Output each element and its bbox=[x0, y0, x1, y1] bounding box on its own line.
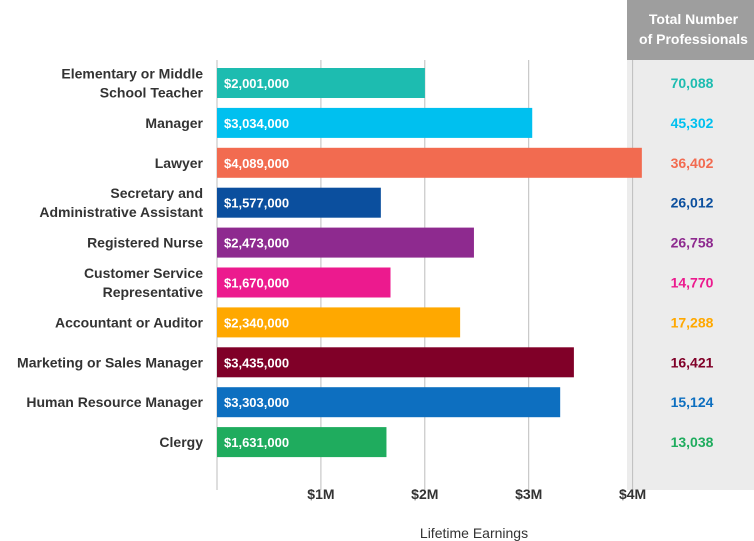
bar bbox=[217, 187, 381, 218]
bar bbox=[217, 147, 642, 178]
x-tick-labels: $1M $2M $3M $4M bbox=[307, 486, 646, 502]
bar bbox=[217, 267, 391, 298]
category-labels: Elementary or Middle School Teacher Manage… bbox=[17, 66, 204, 451]
x-tick-label: $2M bbox=[411, 486, 438, 502]
bar-value-label: $1,631,000 bbox=[224, 435, 289, 450]
bar-value-label: $4,089,000 bbox=[224, 156, 289, 171]
category-label: Lawyer bbox=[155, 155, 204, 171]
category-label: Clergy bbox=[159, 434, 203, 450]
bar bbox=[217, 68, 425, 98]
x-tick-label: $3M bbox=[515, 486, 542, 502]
column-header-text: Total Number bbox=[649, 11, 739, 27]
bar bbox=[217, 307, 461, 338]
bar-value-label: $3,034,000 bbox=[224, 116, 289, 131]
professionals-count: 26,758 bbox=[671, 235, 714, 251]
category-label: Accountant or Auditor bbox=[55, 314, 204, 330]
bar-value-label: $3,435,000 bbox=[224, 355, 289, 370]
professionals-count: 36,402 bbox=[671, 155, 714, 171]
category-label: Administrative Assistant bbox=[39, 204, 203, 220]
bar bbox=[217, 347, 574, 378]
category-label: School Teacher bbox=[100, 85, 204, 101]
professionals-count: 26,012 bbox=[671, 195, 714, 211]
category-label: Representative bbox=[103, 284, 204, 300]
category-label: Customer Service bbox=[84, 265, 203, 281]
bar-value-label: $1,577,000 bbox=[224, 196, 289, 211]
x-axis-title: Lifetime Earnings bbox=[420, 525, 528, 541]
professionals-count: 13,038 bbox=[671, 434, 714, 450]
column-header-bg bbox=[627, 0, 754, 60]
x-tick-label: $4M bbox=[619, 486, 646, 502]
professionals-count: 14,770 bbox=[671, 275, 714, 291]
column-body-bg bbox=[627, 60, 754, 490]
bar bbox=[217, 227, 474, 258]
bar-value-label: $2,001,000 bbox=[224, 76, 289, 91]
x-tick-label: $1M bbox=[307, 486, 334, 502]
professionals-count: 15,124 bbox=[671, 394, 714, 410]
category-label: Manager bbox=[145, 115, 203, 131]
bars: $2,001,000 70,088 $3,034,000 45,302 $4,089,0… bbox=[217, 68, 714, 458]
bar-value-label: $2,340,000 bbox=[224, 315, 289, 330]
professionals-column: Total Number of Professionals bbox=[627, 0, 754, 490]
bar bbox=[217, 107, 533, 138]
column-header-text: of Professionals bbox=[639, 31, 748, 47]
bar-value-label: $1,670,000 bbox=[224, 276, 289, 291]
category-label: Marketing or Sales Manager bbox=[17, 354, 204, 370]
bar bbox=[217, 427, 387, 458]
bar-value-label: $2,473,000 bbox=[224, 236, 289, 251]
category-label: Secretary and bbox=[110, 185, 203, 201]
bar-value-label: $3,303,000 bbox=[224, 395, 289, 410]
professionals-count: 45,302 bbox=[671, 115, 714, 131]
category-label: Registered Nurse bbox=[87, 235, 203, 251]
professionals-count: 16,421 bbox=[671, 354, 714, 370]
bar bbox=[217, 387, 561, 418]
professionals-count: 17,288 bbox=[671, 314, 714, 330]
professionals-count: 70,088 bbox=[671, 75, 714, 91]
category-label: Human Resource Manager bbox=[26, 394, 203, 410]
category-label: Elementary or Middle bbox=[61, 66, 203, 82]
